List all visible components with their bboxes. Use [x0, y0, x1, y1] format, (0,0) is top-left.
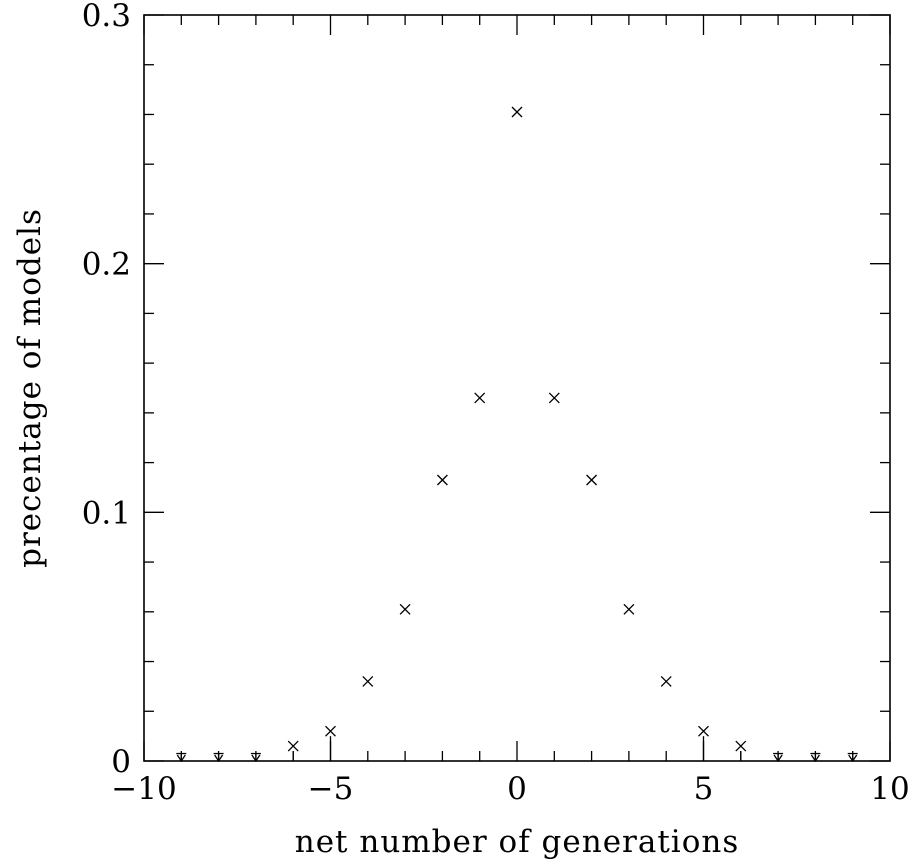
cross-stroke — [548, 392, 560, 404]
x-tick-label: −5 — [308, 771, 354, 807]
data-point-cross — [623, 603, 635, 615]
cross-stroke — [325, 725, 336, 737]
data-point-cross — [698, 725, 709, 737]
data-point-upper-limit — [250, 752, 261, 763]
y-tick-label: 0 — [111, 744, 131, 780]
y-tick-label: 0.1 — [82, 495, 131, 531]
data-point-cross — [586, 474, 598, 486]
data-point-upper-limit — [810, 752, 821, 763]
cross-stroke — [660, 675, 672, 687]
limit-arrowhead — [214, 754, 224, 763]
data-marks — [176, 106, 858, 763]
x-tick-label: 10 — [870, 771, 909, 807]
cross-stroke — [623, 603, 635, 615]
data-point-cross — [660, 675, 672, 687]
cross-stroke — [436, 474, 448, 486]
data-point-cross — [287, 740, 299, 752]
data-point-upper-limit — [773, 752, 784, 763]
data-point-cross — [399, 603, 411, 615]
cross-stroke — [287, 740, 299, 752]
cross-stroke — [735, 740, 747, 752]
data-point-cross — [362, 675, 374, 687]
cross-stroke — [586, 474, 598, 486]
data-point-cross — [735, 740, 747, 752]
limit-arrowhead — [810, 754, 820, 763]
data-point-cross — [474, 392, 486, 404]
data-point-cross — [548, 392, 560, 404]
limit-arrowhead — [848, 754, 858, 763]
x-tick-label: 5 — [694, 771, 714, 807]
data-point-cross — [325, 725, 336, 737]
axis-ticks — [143, 14, 891, 762]
axis-tick-labels: −10 −5 0 5 10 0 0.1 0.2 0.3 — [82, 0, 910, 807]
limit-arrowhead — [773, 754, 783, 763]
cross-stroke — [511, 106, 523, 118]
cross-stroke — [698, 725, 709, 737]
data-point-cross — [511, 106, 523, 118]
plot-frame — [143, 14, 891, 762]
x-tick-label: −10 — [111, 771, 176, 807]
limit-arrowhead — [251, 754, 261, 763]
cross-stroke — [474, 392, 486, 404]
data-point-upper-limit — [847, 752, 858, 763]
limit-arrowhead — [176, 754, 186, 763]
data-point-upper-limit — [176, 752, 187, 763]
cross-stroke — [362, 675, 374, 687]
data-point-cross — [436, 474, 448, 486]
y-tick-label: 0.2 — [82, 247, 131, 283]
y-axis-label: precentage of models — [12, 208, 48, 568]
x-axis-label: net number of generations — [295, 824, 740, 860]
x-tick-label: 0 — [507, 771, 527, 807]
y-tick-label: 0.3 — [82, 0, 131, 34]
cross-stroke — [399, 603, 411, 615]
data-point-upper-limit — [213, 752, 224, 763]
